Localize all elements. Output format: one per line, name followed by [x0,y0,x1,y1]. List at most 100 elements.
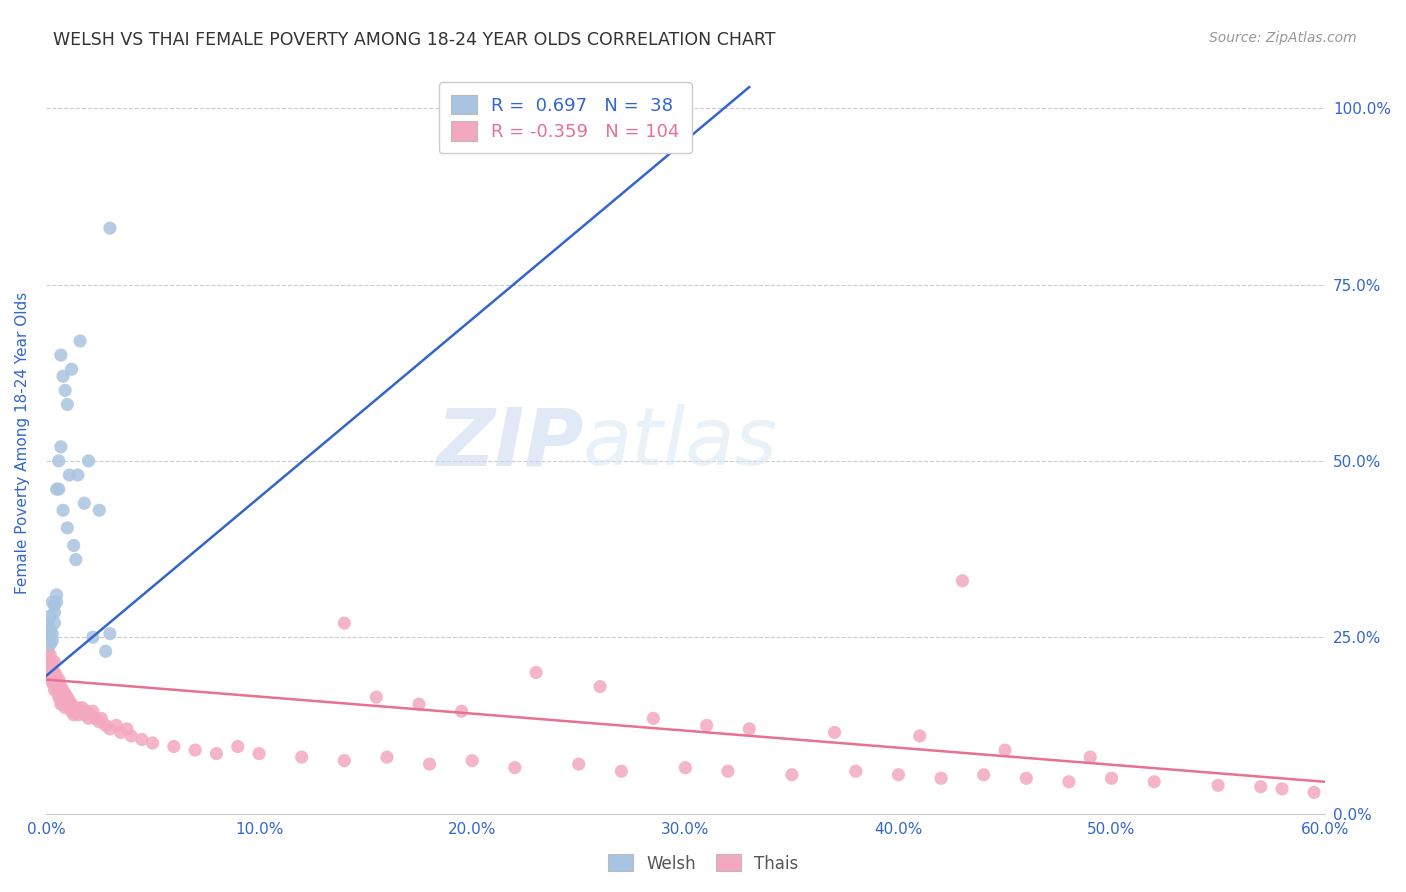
Point [75,704,97,718]
Point [131,732,153,747]
Point [1250,780,1272,794]
Point [44,665,66,680]
Point [610,764,633,779]
Point [1057,774,1080,789]
Point [503,761,526,775]
Point [98,626,121,640]
Point [52,683,75,698]
Point [69,334,91,348]
Point [45,683,67,698]
Point [41,626,63,640]
Point [80,707,103,722]
Point [37,658,59,673]
Point [58,694,80,708]
Point [39,609,62,624]
Point [65,704,87,718]
Point [44,683,66,698]
Point [48,454,70,468]
Point [41,658,63,673]
Point [94,644,117,658]
Point [515,101,537,115]
Point [929,771,952,785]
Point [65,552,87,566]
Point [589,680,612,694]
Point [163,739,186,754]
Point [1206,778,1229,792]
Point [53,384,76,398]
Point [41,633,63,648]
Point [98,722,121,736]
Point [44,606,66,620]
Point [56,521,79,535]
Point [49,680,72,694]
Point [73,707,96,722]
Point [696,718,718,732]
Point [375,750,398,764]
Point [333,616,356,631]
Point [39,630,62,644]
Point [52,503,75,517]
Point [450,704,472,718]
Point [37,616,59,631]
Point [60,704,83,718]
Point [77,711,100,725]
Point [568,757,591,772]
Point [52,697,75,711]
Point [45,680,67,694]
Text: Source: ZipAtlas.com: Source: ZipAtlas.com [1209,31,1357,45]
Point [70,700,93,714]
Point [141,736,163,750]
Point [69,704,91,718]
Point [41,673,63,687]
Point [53,694,76,708]
Point [1101,771,1123,785]
Point [45,669,67,683]
Point [115,722,138,736]
Point [90,711,112,725]
Point [62,707,84,722]
Point [887,768,910,782]
Point [94,718,117,732]
Point [780,768,803,782]
Point [1271,781,1294,796]
Point [45,588,67,602]
Point [717,764,740,779]
Point [89,503,111,517]
Point [52,690,75,705]
Point [62,539,84,553]
Point [41,662,63,676]
Legend: Welsh, Thais: Welsh, Thais [600,847,806,880]
Point [48,683,70,698]
Point [48,673,70,687]
Point [524,665,547,680]
Point [673,761,696,775]
Point [62,700,84,714]
Point [39,623,62,637]
Legend: R =  0.697   N =  38, R = -0.359   N = 104: R = 0.697 N = 38, R = -0.359 N = 104 [439,82,692,153]
Point [58,700,80,714]
Point [39,648,62,662]
Point [41,669,63,683]
Point [184,743,207,757]
Point [37,644,59,658]
Point [845,764,868,779]
Point [66,707,89,722]
Point [643,711,665,725]
Point [60,697,83,711]
Point [49,694,72,708]
Point [39,669,62,683]
Point [408,697,430,711]
Point [226,739,249,754]
Point [82,630,104,644]
Point [110,725,132,739]
Point [58,468,80,483]
Point [45,676,67,690]
Point [49,687,72,701]
Point [1078,750,1101,764]
Point [98,221,121,235]
Point [824,725,846,739]
Point [44,669,66,683]
Point [39,665,62,680]
Point [48,690,70,705]
Point [1015,771,1038,785]
